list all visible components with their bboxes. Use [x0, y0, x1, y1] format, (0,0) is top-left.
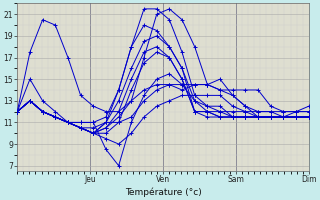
X-axis label: Température (°c): Température (°c): [125, 187, 201, 197]
